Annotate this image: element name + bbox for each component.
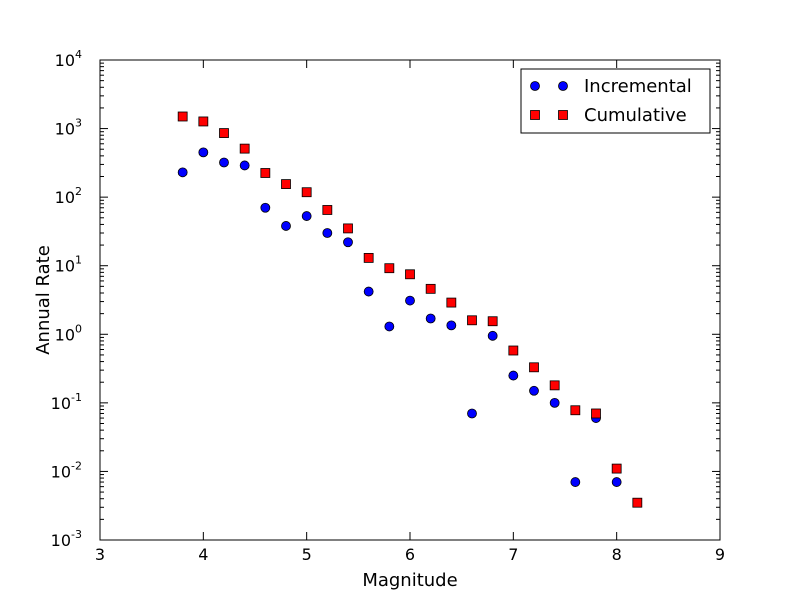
- y-tick-exponent: -1: [71, 391, 82, 404]
- y-tick-label: 101: [55, 254, 82, 276]
- point-incremental: [529, 385, 539, 396]
- legend-label: Cumulative: [584, 105, 687, 126]
- y-tick-base: 10: [55, 188, 75, 207]
- axis-ticks: [99, 59, 721, 541]
- point-incremental: [177, 167, 188, 178]
- point-cumulative: [425, 283, 436, 294]
- y-tick-label: 100: [55, 322, 82, 344]
- point-incremental: [570, 477, 581, 487]
- y-tick-exponent: -3: [71, 528, 82, 541]
- y-tick-base: 10: [55, 51, 75, 70]
- x-tick-label: 6: [405, 545, 415, 564]
- legend-item-cumulative: Cumulative: [530, 105, 687, 126]
- y-tick-label: 102: [55, 185, 82, 207]
- point-incremental: [549, 397, 560, 408]
- y-tick-exponent: 2: [75, 185, 82, 198]
- legend: Incremental Cumulative: [520, 68, 711, 134]
- y-tick-base: 10: [55, 325, 75, 344]
- point-cumulative: [591, 408, 601, 419]
- x-tick-label: 9: [715, 545, 725, 564]
- y-tick-label: 10-2: [51, 459, 82, 481]
- point-cumulative: [363, 253, 374, 263]
- point-incremental: [219, 157, 229, 168]
- y-tick-base: 10: [51, 531, 71, 550]
- plot-marks: [177, 111, 643, 508]
- point-cumulative: [570, 405, 581, 416]
- point-cumulative: [322, 205, 333, 215]
- legend-item-incremental: Incremental: [530, 76, 692, 97]
- y-tick-base: 10: [55, 257, 75, 276]
- point-incremental: [508, 370, 519, 381]
- point-cumulative: [529, 362, 539, 373]
- point-cumulative: [177, 111, 188, 122]
- point-incremental: [363, 286, 374, 297]
- y-tick-exponent: 4: [75, 48, 82, 61]
- point-cumulative: [343, 223, 353, 234]
- y-tick-base: 10: [51, 394, 71, 413]
- x-tick-label: 7: [508, 545, 518, 564]
- point-incremental: [405, 295, 415, 306]
- x-tick-label: 4: [198, 545, 208, 564]
- y-tick-base: 10: [55, 120, 75, 139]
- point-cumulative: [405, 269, 415, 280]
- y-tick-label: 10-3: [51, 528, 82, 550]
- point-cumulative: [611, 463, 622, 474]
- y-tick-base: 10: [51, 462, 71, 481]
- legend-label: Incremental: [584, 76, 692, 97]
- point-cumulative: [508, 345, 519, 356]
- point-cumulative: [301, 187, 312, 198]
- x-tick-label: 8: [612, 545, 622, 564]
- point-incremental: [343, 237, 353, 248]
- x-tick-label: 3: [95, 545, 105, 564]
- point-incremental: [384, 321, 395, 332]
- series-incremental: [177, 147, 622, 487]
- point-incremental: [260, 202, 271, 213]
- y-tick-label: 103: [55, 117, 82, 139]
- point-cumulative: [260, 168, 271, 178]
- legend-items: Incremental Cumulative: [530, 76, 692, 126]
- legend-marker: [558, 81, 568, 91]
- point-incremental: [198, 147, 209, 158]
- legend-marker: [530, 110, 540, 120]
- y-tick-exponent: -2: [71, 459, 82, 472]
- series-cumulative: [177, 111, 643, 508]
- y-tick-label: 10-1: [51, 391, 82, 413]
- point-cumulative: [281, 179, 291, 189]
- point-incremental: [467, 408, 477, 419]
- point-incremental: [611, 477, 622, 487]
- y-tick-exponent: 0: [75, 322, 82, 335]
- point-cumulative: [467, 315, 477, 326]
- point-incremental: [446, 320, 457, 331]
- legend-marker: [558, 110, 568, 120]
- point-incremental: [301, 211, 312, 221]
- point-incremental: [281, 221, 291, 231]
- point-incremental: [239, 160, 250, 171]
- y-axis-title: Annual Rate: [33, 245, 54, 355]
- point-incremental: [322, 228, 333, 238]
- point-cumulative: [632, 497, 643, 508]
- y-tick-exponent: 3: [75, 117, 82, 130]
- x-tick-label: 5: [302, 545, 312, 564]
- legend-marker: [530, 81, 540, 91]
- point-cumulative: [198, 116, 209, 127]
- point-cumulative: [219, 128, 229, 138]
- point-cumulative: [239, 143, 250, 154]
- x-axis-title: Magnitude: [362, 570, 457, 591]
- point-incremental: [487, 330, 498, 341]
- point-cumulative: [446, 297, 457, 308]
- point-incremental: [425, 313, 436, 324]
- legend-frame: [520, 68, 711, 134]
- point-cumulative: [549, 380, 560, 391]
- point-cumulative: [384, 263, 395, 274]
- y-tick-exponent: 1: [75, 254, 82, 267]
- y-tick-label: 104: [55, 48, 82, 70]
- point-cumulative: [487, 316, 498, 327]
